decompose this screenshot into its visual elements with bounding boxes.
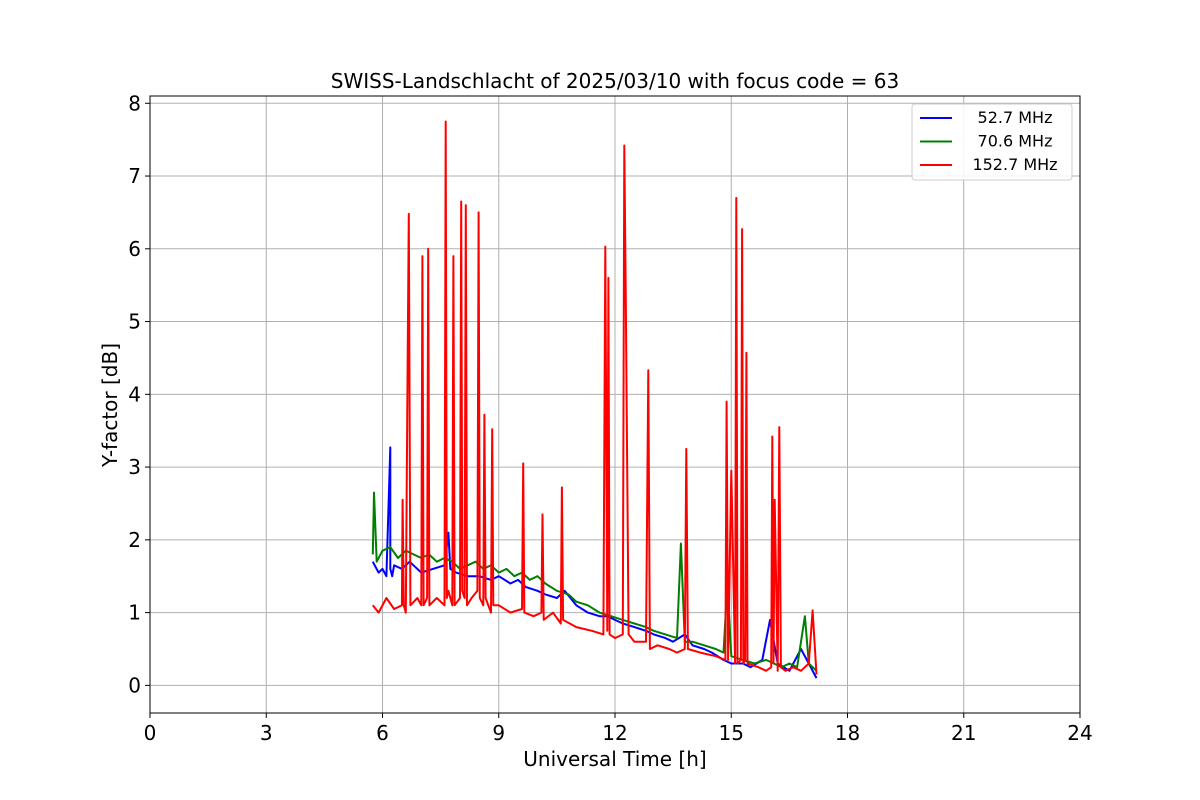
series-lines: [371, 120, 818, 679]
legend-label-1: 70.6 MHz: [978, 132, 1053, 151]
x-tick-label: 15: [719, 721, 744, 745]
x-tick-label: 0: [144, 721, 157, 745]
x-axis-ticks: 0 3 6 9 12 15 18 21 24: [144, 713, 1093, 745]
x-tick-label: 9: [492, 721, 505, 745]
y-tick-label: 2: [128, 528, 141, 552]
y-tick-label: 7: [128, 164, 141, 188]
y-tick-label: 4: [128, 382, 141, 406]
y-tick-label: 8: [128, 91, 141, 115]
x-tick-label: 21: [951, 721, 976, 745]
y-tick-label: 6: [128, 237, 141, 261]
x-axis-label: Universal Time [h]: [523, 747, 706, 771]
y-tick-label: 3: [128, 455, 141, 479]
x-tick-label: 3: [260, 721, 273, 745]
x-tick-label: 6: [376, 721, 389, 745]
plot-area: [371, 120, 818, 679]
x-tick-label: 24: [1067, 721, 1092, 745]
x-tick-label: 12: [602, 721, 627, 745]
y-tick-label: 1: [128, 601, 141, 625]
y-tick-label: 5: [128, 310, 141, 334]
legend-frame: [911, 103, 1073, 181]
legend: 52.7 MHz 70.6 MHz 152.7 MHz: [911, 103, 1073, 181]
y-tick-label: 0: [128, 673, 141, 697]
series-line-2: [372, 120, 818, 675]
y-axis-ticks: 0 1 2 3 4 5 6 7 8: [128, 91, 150, 697]
x-tick-label: 18: [835, 721, 860, 745]
legend-label-0: 52.7 MHz: [978, 108, 1053, 127]
legend-label-2: 152.7 MHz: [972, 155, 1057, 174]
y-axis-label: Y-factor [dB]: [98, 343, 122, 468]
chart-title: SWISS-Landschlacht of 2025/03/10 with fo…: [331, 69, 899, 93]
